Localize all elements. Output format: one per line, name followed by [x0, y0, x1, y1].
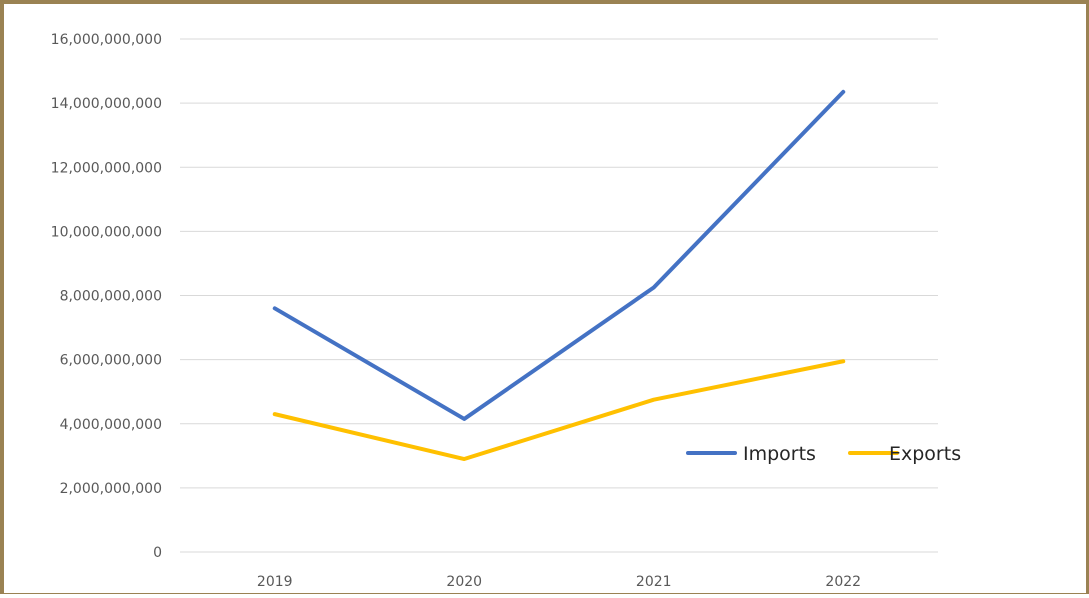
y-tick-label: 0 [153, 545, 162, 561]
x-axis-tick-labels: 2019 2020 2021 2022 [257, 574, 861, 590]
legend-label-imports: Imports [743, 443, 816, 465]
series-line-exports [272, 359, 846, 462]
y-tick-label: 6,000,000,000 [60, 353, 162, 369]
y-tick-label: 16,000,000,000 [51, 32, 162, 48]
data-point-imports [462, 417, 466, 421]
legend: Imports Exports [686, 443, 961, 465]
y-tick-label: 12,000,000,000 [51, 160, 162, 176]
data-point-imports [652, 285, 656, 289]
data-point-exports [462, 457, 466, 461]
series-line-imports [272, 89, 846, 421]
y-tick-label: 4,000,000,000 [60, 417, 162, 433]
data-point-imports [841, 90, 845, 94]
x-tick-label: 2021 [636, 574, 672, 590]
x-tick-label: 2020 [446, 574, 482, 590]
line-chart: 0 2,000,000,000 4,000,000,000 6,000,000,000… [51, 32, 961, 590]
y-tick-label: 2,000,000,000 [60, 481, 162, 497]
gridlines [180, 38, 938, 553]
data-point-exports [652, 398, 656, 402]
legend-label-exports: Exports [889, 443, 961, 465]
series-lines [272, 89, 846, 462]
x-tick-label: 2019 [257, 574, 293, 590]
x-tick-label: 2022 [825, 574, 861, 590]
y-axis-tick-labels: 0 2,000,000,000 4,000,000,000 6,000,000,000… [51, 32, 162, 561]
y-tick-label: 8,000,000,000 [60, 289, 162, 305]
data-point-imports [273, 306, 277, 310]
y-tick-label: 14,000,000,000 [51, 96, 162, 112]
y-tick-label: 10,000,000,000 [51, 224, 162, 240]
data-point-exports [841, 359, 845, 363]
data-point-exports [273, 412, 277, 416]
